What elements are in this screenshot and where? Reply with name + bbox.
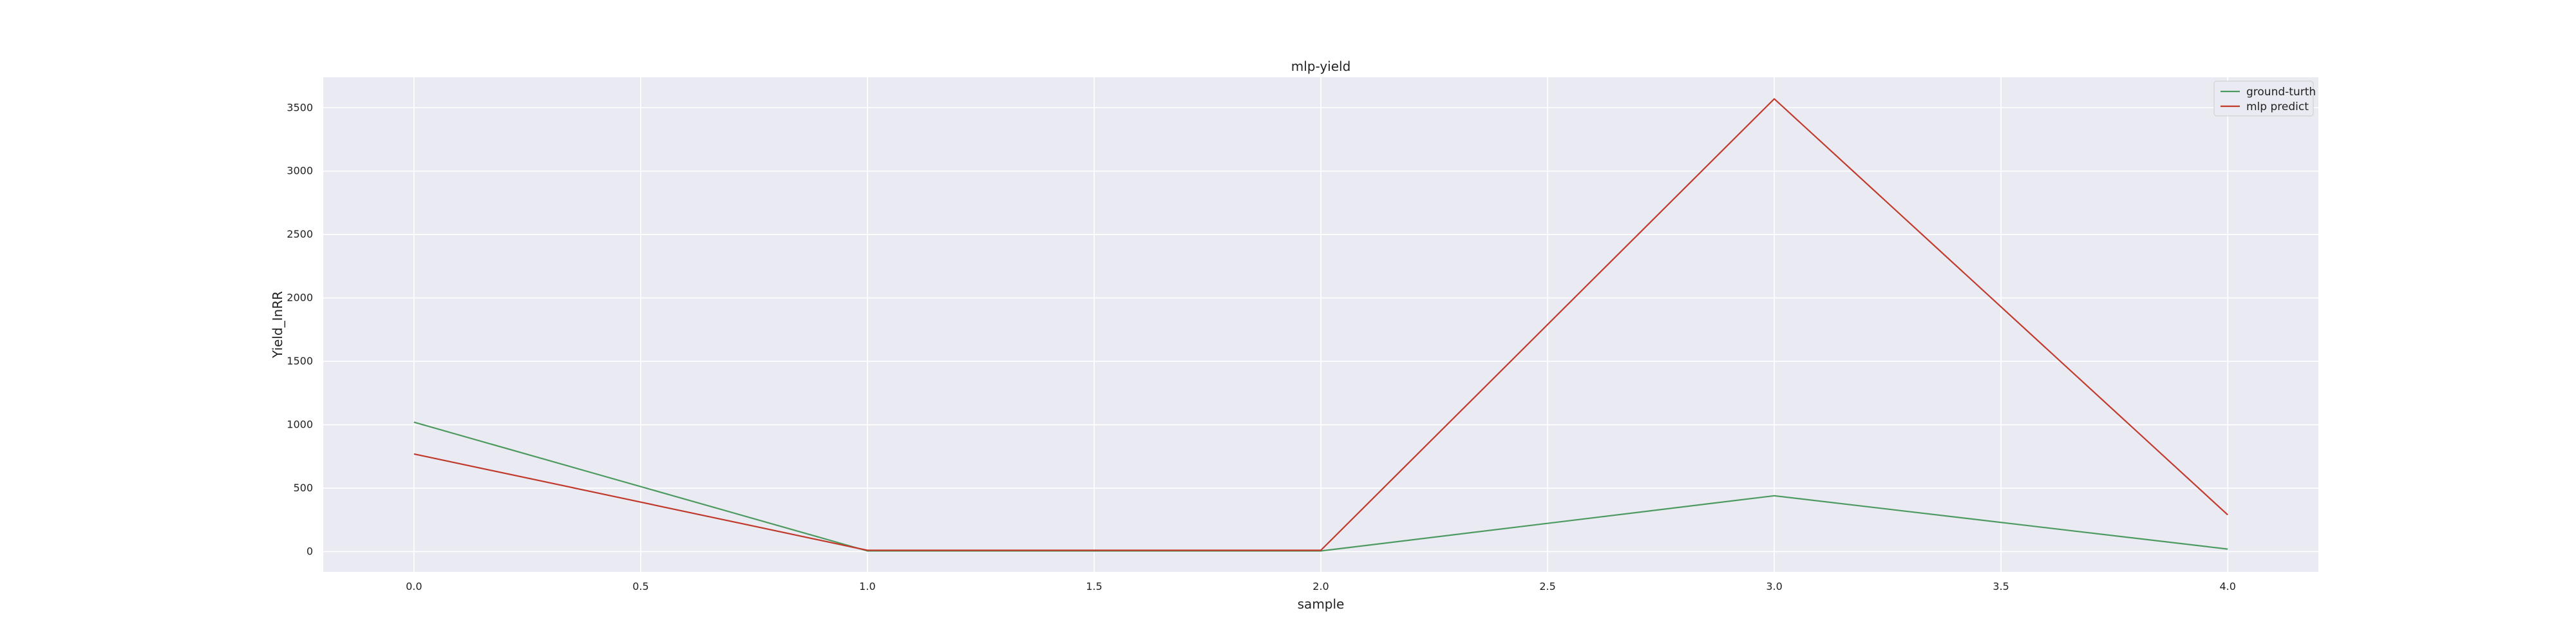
y-tick-label: 0 [307, 545, 313, 557]
y-tick-label: 500 [293, 482, 313, 494]
y-tick-label: 3000 [287, 165, 313, 177]
y-tick-label: 2000 [287, 292, 313, 304]
x-tick-label: 1.5 [1086, 580, 1102, 592]
x-tick-label: 2.5 [1539, 580, 1555, 592]
x-axis-label: sample [1298, 596, 1345, 612]
x-tick-label: 1.0 [859, 580, 875, 592]
legend-box [2213, 80, 2314, 117]
y-tick-label: 1000 [287, 419, 313, 431]
y-tick-label: 1500 [287, 355, 313, 367]
x-tick-label: 4.0 [2219, 580, 2235, 592]
legend-label: mlp predict [2246, 100, 2309, 113]
series-lines [413, 98, 2228, 552]
x-tick-label: 3.5 [1993, 580, 2009, 592]
y-tick-label: 3500 [287, 101, 313, 113]
legend-label: ground-turth [2246, 86, 2316, 99]
x-tick-label: 2.0 [1312, 580, 1329, 592]
x-tick-label: 0.5 [632, 580, 649, 592]
y-tick-label: 2500 [287, 228, 313, 240]
y-tick-labels: 0 500 1000 1500 2000 2500 3000 3500 [287, 101, 313, 557]
y-axis-label: Yield_InRR [270, 291, 285, 359]
x-tick-label: 0.0 [406, 580, 422, 592]
x-tick-labels: 0.0 0.5 1.0 1.5 2.0 2.5 3.0 3.5 4.0 [406, 580, 2236, 592]
x-tick-label: 3.0 [1766, 580, 1782, 592]
series-line-mlp-predict [413, 98, 2228, 551]
chart-title: mlp-yield [1291, 59, 1351, 74]
